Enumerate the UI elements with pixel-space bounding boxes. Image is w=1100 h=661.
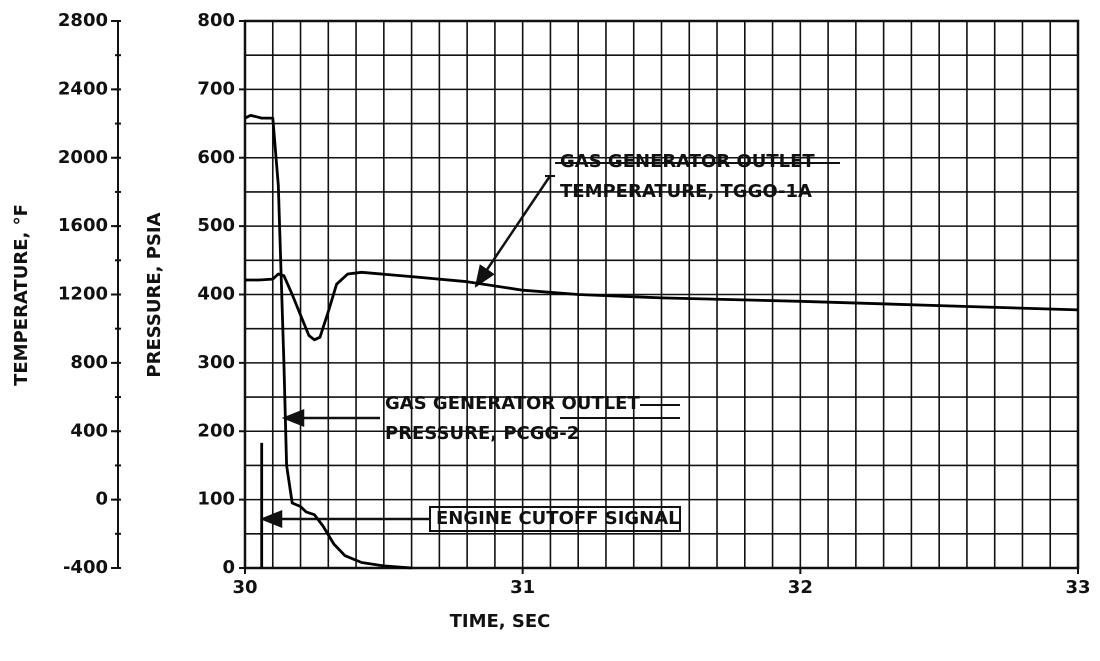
annotation: TEMPERATURE, TGGO-1A	[560, 181, 812, 202]
y-tick-label: 700	[197, 78, 235, 99]
y2-tick-label: 800	[70, 352, 108, 373]
y-tick-label: 300	[197, 352, 235, 373]
x-tick-label: 31	[510, 577, 535, 598]
x-tick-label: 32	[788, 577, 813, 598]
x-axis-label: TIME, SEC	[450, 611, 551, 632]
y-tick-label: 0	[222, 557, 235, 578]
annotation: PRESSURE, PCGG-2	[385, 423, 579, 444]
data-line	[244, 114, 412, 570]
y2-tick-label: 400	[70, 420, 108, 441]
annotation: GAS GENERATOR OUTLET	[385, 393, 640, 414]
y2-tick-label: 2800	[58, 10, 108, 31]
y2-axis-label: TEMPERATURE, °F	[11, 204, 32, 386]
y2-tick-label: -400	[63, 557, 108, 578]
annotation-arrows	[259, 175, 680, 528]
annotation: GAS GENERATOR OUTLET	[560, 151, 815, 172]
y-tick-label: 600	[197, 147, 235, 168]
y-axis-label: PRESSURE, PSIA	[144, 212, 165, 377]
annotation-box	[429, 506, 681, 532]
x-tick-label: 33	[1065, 577, 1090, 598]
y-tick-label: 500	[197, 215, 235, 236]
y-tick-label: 200	[197, 420, 235, 441]
y2-tick-label: 1600	[58, 215, 108, 236]
y2-tick-label: 0	[95, 489, 108, 510]
y-tick-label: 400	[197, 284, 235, 305]
annotation: ENGINE CUTOFF SIGNAL	[436, 508, 680, 529]
y-tick-label: 800	[197, 10, 235, 31]
x-tick-label: 30	[232, 577, 257, 598]
y2-tick-label: 2000	[58, 147, 108, 168]
y2-tick-label: 2400	[58, 78, 108, 99]
y-tick-label: 100	[197, 489, 235, 510]
y2-tick-label: 1200	[58, 284, 108, 305]
